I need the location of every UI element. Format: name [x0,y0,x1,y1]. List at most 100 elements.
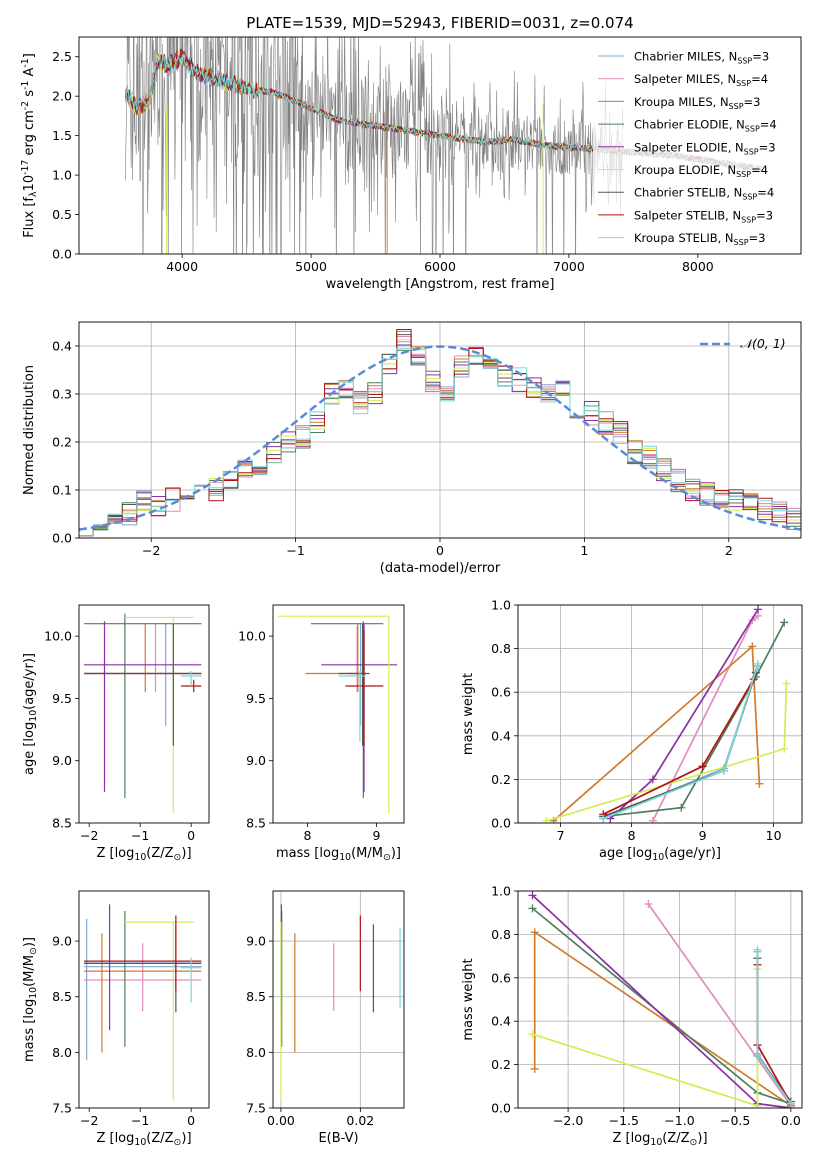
spectrum-legend: Chabrier MILES, NSSP=3 Salpeter MILES, NS… [593,43,796,250]
y-tick-label: 8.5 [246,989,266,1004]
y-tick-label: 0.4 [52,339,72,354]
x-tick-label: −2 [142,543,160,558]
x-axis-label: (data-model)/error [380,561,501,576]
x-tick-label: −2.0 [553,1113,583,1128]
x-tick-label: 6000 [424,259,456,274]
marker-kroupa_stelib [786,1099,795,1108]
y-tick-label: 0.1 [52,483,72,498]
legend-label-salpeter_elodie: Salpeter ELODIE, NSSP=3 [634,140,776,156]
x-tick-label: 0 [187,1113,195,1128]
y-tick-label: 10.0 [44,629,72,644]
x-tick-label: −0.5 [720,1113,750,1128]
y-tick-label: 2.5 [52,49,72,64]
y-axis-label: mass weight [461,673,476,755]
series-line-chabrier_elodie [603,622,786,818]
y-tick-label: 9.5 [246,691,266,706]
x-tick-label: 7000 [553,259,585,274]
axes-frame [78,604,210,824]
y-tick-label: 1.5 [52,128,72,143]
plot-area [277,615,398,814]
plot-area [542,605,791,823]
x-tick-label: 8 [303,828,311,843]
y-tick-label: 7.5 [52,1101,72,1116]
legend-label-kroupa_miles: Kroupa MILES, NSSP=3 [634,95,760,111]
panel-mass_vs_Z: −2 −1 0 7.5 8.0 8.5 9.0 Z [log10​(Z/Z⊙​)] mass [… [22,890,210,1148]
x-axis-label: Z [log10​(Z/Z⊙​)] [96,846,191,863]
x-tick-label: 5000 [295,259,327,274]
x-tick-label: 2 [725,543,733,558]
y-tick-label: 0.2 [491,1057,511,1072]
marker-kroupa_elodie [780,744,789,753]
y-tick-label: 8.5 [52,989,72,1004]
y-tick-label: 0.4 [491,1014,511,1029]
x-tick-label: 8000 [682,259,714,274]
marker-kroupa_elodie [782,679,791,688]
x-tick-label: 0.00 [267,1113,295,1128]
y-axis-label: mass weight [461,958,476,1040]
axes-frame [517,604,803,824]
marker-salpeter_stelib [698,762,707,771]
marker-chabrier_elodie [677,803,686,812]
legend-label-salpeter_stelib: Salpeter STELIB, NSSP=3 [634,208,773,224]
axes-frame [78,321,802,539]
x-axis-label: Z [log10​(Z/Z⊙​)] [96,1131,191,1148]
y-tick-label: 0.0 [52,247,72,262]
marker-salpeter_elodie [648,775,657,784]
x-tick-label: 0 [436,543,444,558]
x-tick-label: 9 [372,828,380,843]
y-tick-label: 2.0 [52,89,72,104]
x-tick-label: 0.0 [781,1113,801,1128]
y-axis-label: Flux [fλ​10-17​ erg cm-2​ s-1​ A-1​] [20,53,39,238]
axes-frame [272,604,405,824]
y-tick-label: 0.0 [491,1101,511,1116]
normal-curve [79,345,801,531]
marker-kroupa_stelib [599,814,608,823]
y-tick-label: 7.5 [246,1101,266,1116]
x-axis-label: mass [log10​(M/M⊙​)] [276,846,401,863]
marker-kroupa_elodie [753,1101,762,1108]
marker-salpeter_miles [644,900,653,909]
legend-label-chabrier_elodie: Chabrier ELODIE, NSSP=4 [634,118,777,134]
y-tick-label: 0.6 [491,685,511,700]
x-axis-label: age [log10​(age/yr)] [599,846,721,863]
y-tick-label: 0.3 [52,387,72,402]
y-tick-label: 0.2 [52,435,72,450]
y-tick-label: 0.8 [491,641,511,656]
marker-kroupa_stelib [753,1051,762,1060]
plot-area [84,613,202,814]
axes-frame [78,890,210,1109]
data-spectrum-line [125,37,624,254]
histogram-kroupa_stelib [79,347,801,538]
legend-label-chabrier_miles: Chabrier MILES, NSSP=3 [634,50,769,66]
legend-box [593,43,796,250]
x-tick-label: 7 [557,828,565,843]
y-tick-label: 9.0 [246,934,266,949]
marker-kroupa_miles [748,642,757,651]
y-tick-label: 0.4 [491,728,511,743]
y-tick-label: 1.0 [491,598,511,613]
marker-kroupa_miles [755,779,764,788]
y-tick-label: 8.0 [52,1045,72,1060]
x-tick-label: 0.02 [346,1113,374,1128]
y-tick-label: 0.6 [491,970,511,985]
y-tick-label: 0.2 [491,772,511,787]
y-tick-label: 8.5 [52,816,72,831]
marker-kroupa_miles [530,928,539,937]
y-tick-label: 0.5 [52,207,72,222]
series-line-salpeter_miles [647,903,792,1107]
marker-salpeter_miles [648,816,657,823]
spectrum-title: PLATE=1539, MJD=52943, FIBERID=0031, z=0… [246,14,633,32]
marker-chabrier_elodie [528,904,537,913]
panel-mass_vs_ebv: 0.00 0.02 7.5 8.0 8.5 9.0 E(B-V) [246,890,405,1146]
plot-area [79,329,801,538]
axes-frame [78,36,802,255]
y-tick-label: 0.0 [52,531,72,546]
y-tick-label: 9.5 [52,691,72,706]
y-tick-label: 0.8 [491,927,511,942]
x-axis-label: E(B-V) [318,1131,358,1146]
x-tick-label: −2 [80,828,98,843]
axes-frame [272,890,405,1109]
plot-area [528,891,795,1108]
panel-weight_vs_age: 7 8 9 10 0.0 0.2 0.4 0.6 0.8 1.0 age [log10​(age/y… [461,598,803,863]
